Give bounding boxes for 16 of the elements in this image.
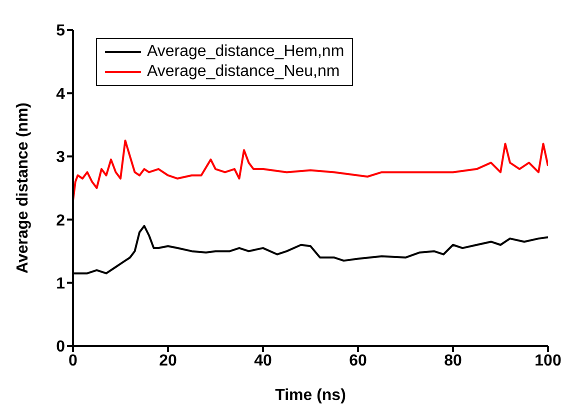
- y-tick-label: 4: [56, 86, 66, 103]
- x-tick-label: 20: [159, 352, 177, 370]
- x-axis-title: Time (ns): [275, 387, 346, 404]
- y-tick-label: 3: [56, 149, 66, 166]
- y-tick-label: 2: [56, 212, 66, 230]
- y-tick-label: 0: [56, 338, 66, 356]
- x-tick-label: 100: [534, 352, 562, 370]
- y-tick-label: 5: [56, 22, 66, 40]
- x-tick-label: 40: [254, 352, 272, 370]
- y-tick-label: 1: [56, 275, 66, 292]
- y-axis-title: Average distance (nm): [14, 102, 32, 274]
- legend-label: Average_distance_Hem,nm: [147, 42, 344, 62]
- x-tick-label: 80: [444, 352, 462, 370]
- x-tick-label: 0: [68, 352, 78, 370]
- legend-label: Average_distance_Neu,nm: [147, 62, 340, 82]
- x-tick-label: 60: [349, 352, 367, 370]
